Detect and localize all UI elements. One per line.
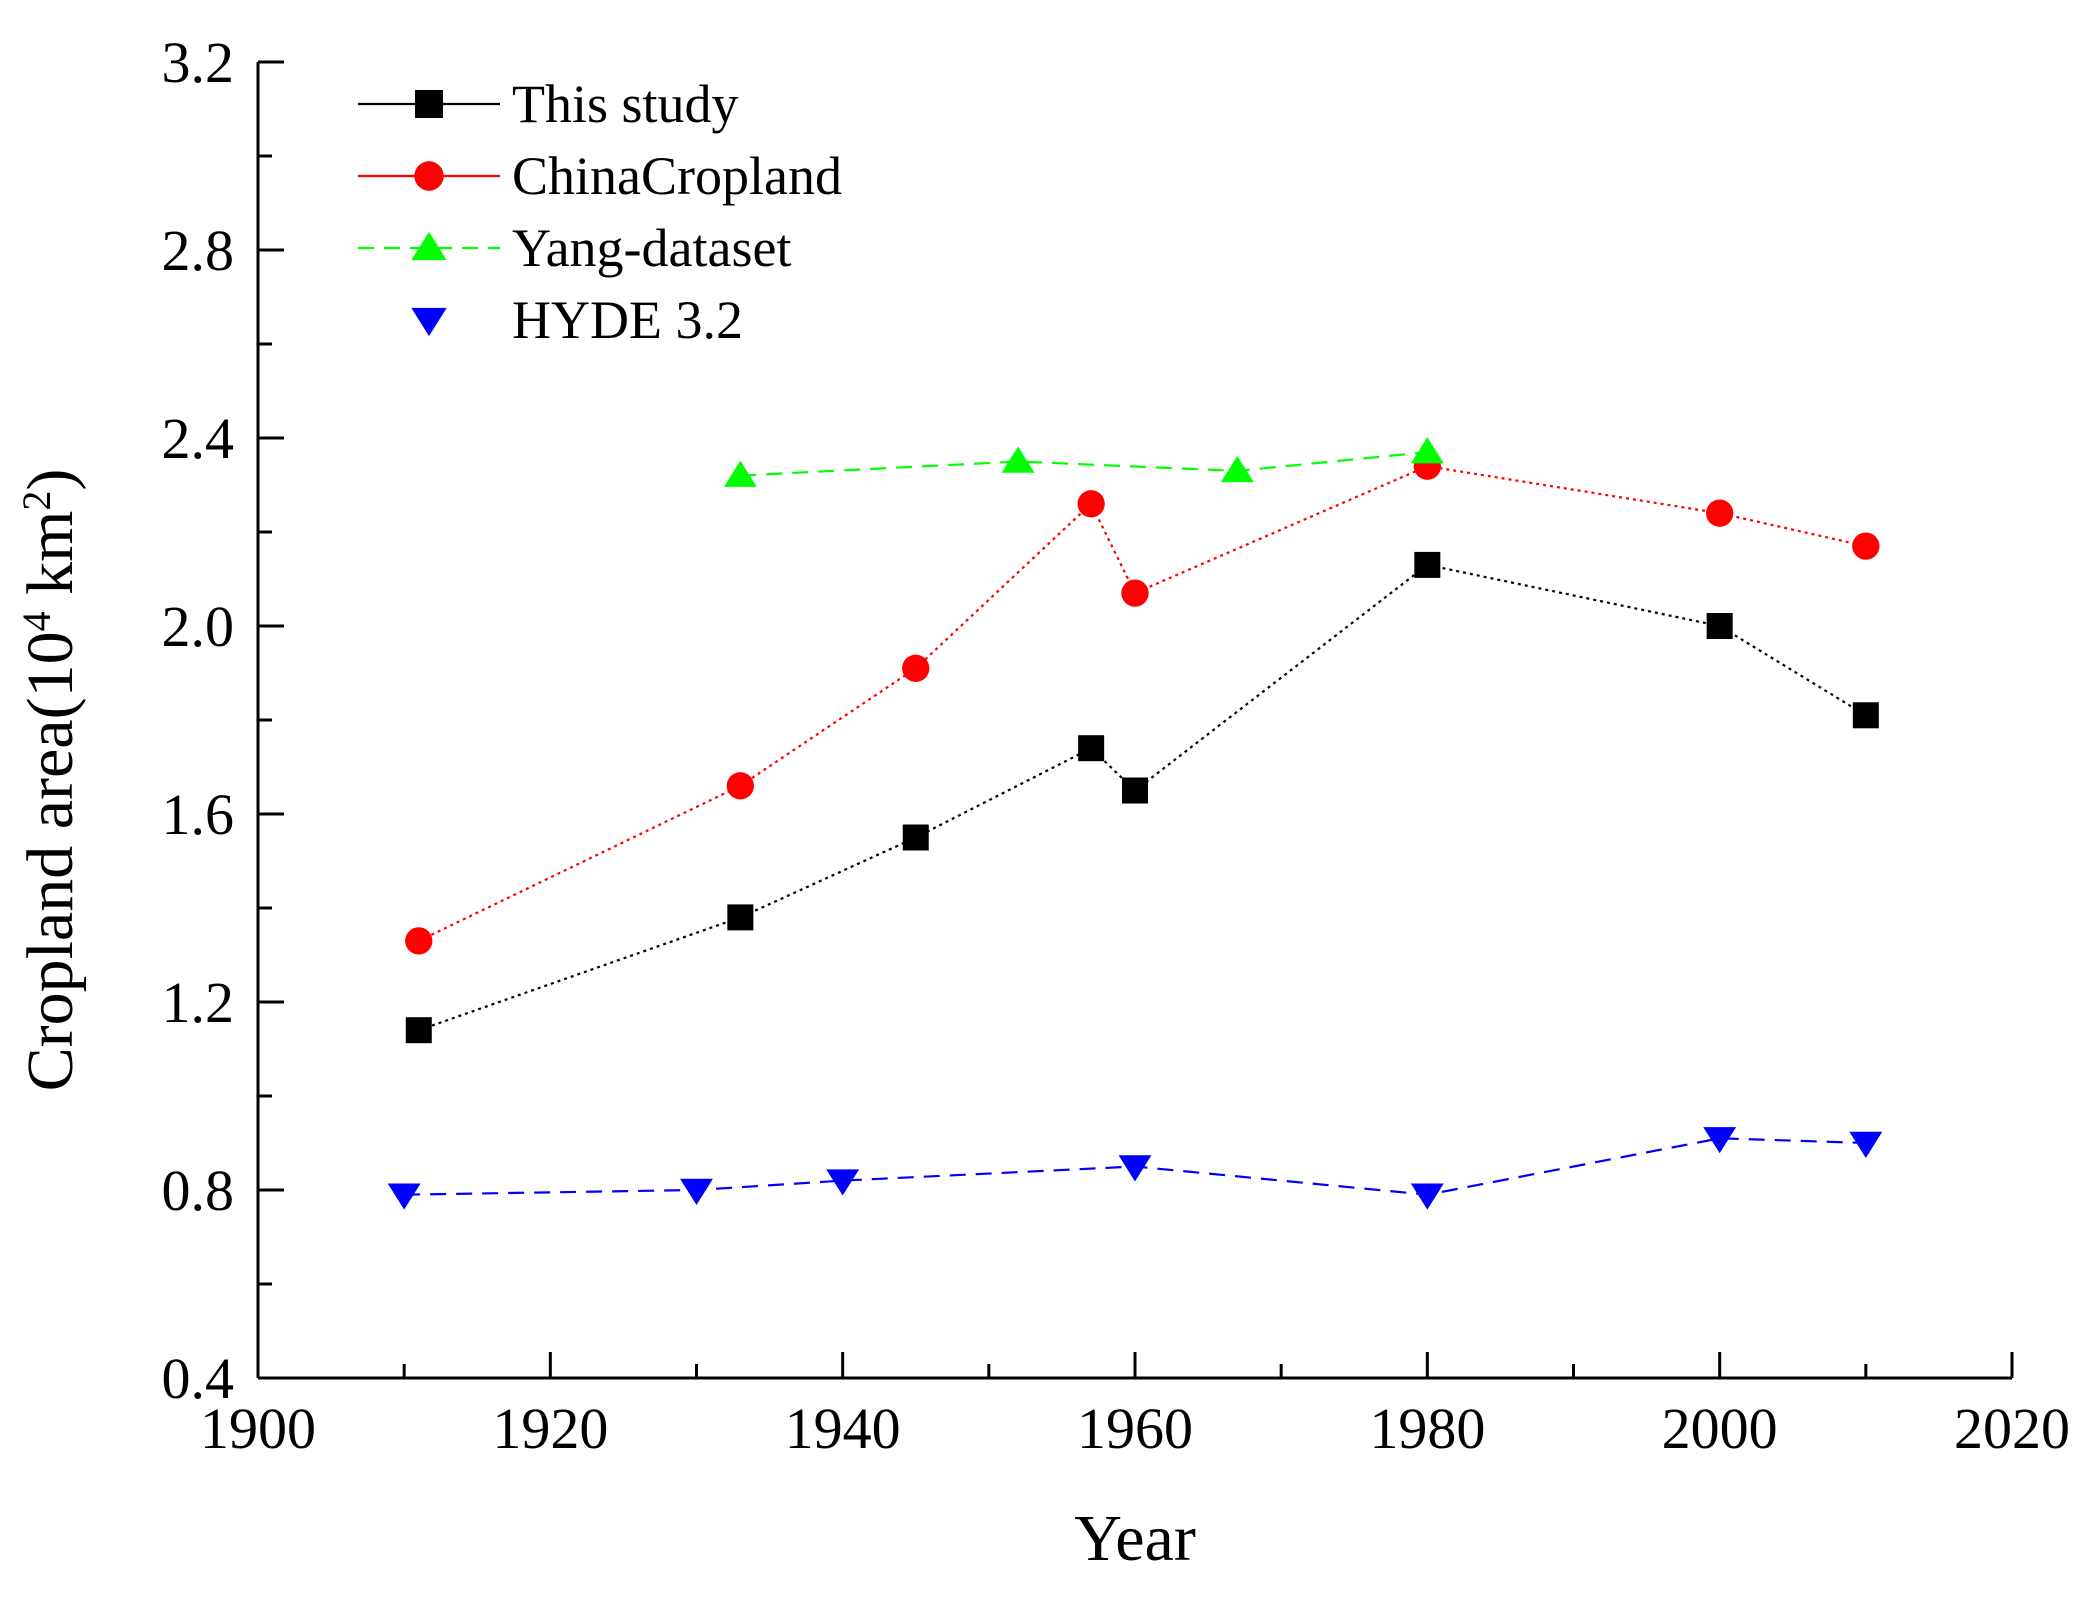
legend-label: This study (512, 74, 739, 134)
data-point (902, 824, 929, 851)
data-point (387, 1183, 421, 1210)
data-point (1118, 1155, 1152, 1182)
data-point (1078, 735, 1105, 762)
series-line (740, 451, 1428, 477)
data-point (1414, 551, 1441, 578)
series-hyde-3-2 (387, 1127, 1883, 1210)
series-this-study (405, 551, 1879, 1044)
x-tick-label: 2000 (1662, 1396, 1778, 1461)
data-point (1077, 490, 1105, 518)
data-point (826, 1169, 860, 1196)
data-point (1410, 1183, 1444, 1210)
data-point (1121, 579, 1149, 607)
y-axis-title-prefix: Cropland area(10 (14, 631, 87, 1091)
legend-item: ChinaCropland (358, 146, 842, 206)
legend-marker (414, 161, 444, 191)
y-tick-label: 2.0 (162, 594, 235, 659)
y-axis-title-middle: km (14, 511, 87, 612)
data-point (1122, 777, 1148, 804)
y-axis-title-exponent-1: 4 (14, 611, 59, 631)
data-point (1703, 1127, 1737, 1154)
series-line (418, 563, 1867, 1032)
data-point (680, 1178, 713, 1205)
data-point (1001, 446, 1035, 473)
data-point (723, 460, 757, 487)
legend-item: HYDE 3.2 (411, 290, 743, 350)
y-axis-title-suffix: ) (14, 469, 87, 491)
data-point (727, 904, 754, 931)
data-point (405, 927, 433, 955)
legend-marker (411, 307, 447, 337)
data-point (726, 772, 754, 800)
data-point (1706, 499, 1734, 527)
legend-item: Yang-dataset (358, 218, 791, 278)
data-point (1849, 1131, 1883, 1158)
series-chinacropland (405, 452, 1880, 955)
series-yang-dataset (723, 437, 1444, 487)
x-axis-title: Year (1074, 1502, 1196, 1575)
data-point (405, 1017, 432, 1044)
y-axis-title: Cropland area(104 km2) (14, 469, 88, 1092)
x-tick-label: 1920 (492, 1396, 608, 1461)
y-tick-label: 2.8 (162, 218, 235, 283)
x-tick-label: 1940 (785, 1396, 901, 1461)
legend-item: This study (358, 74, 739, 134)
y-tick-label: 1.2 (162, 970, 235, 1035)
x-tick-label: 1980 (1369, 1396, 1485, 1461)
legend-label: HYDE 3.2 (512, 290, 743, 350)
y-tick-label: 3.2 (162, 30, 235, 95)
x-tick-label: 2020 (1954, 1396, 2070, 1461)
y-tick-label: 2.4 (162, 406, 235, 471)
axes: 1900 1920 1940 1960 1980 2000 2020 0.4 0.8 1.2 1.6… (162, 30, 2071, 1461)
legend-label: ChinaCropland (512, 146, 842, 206)
data-point (1220, 455, 1254, 483)
legend-label: Yang-dataset (512, 218, 791, 278)
y-tick-label: 0.4 (162, 1346, 235, 1411)
series-line (418, 465, 1867, 942)
data-series (387, 437, 1883, 1210)
data-point (1852, 702, 1879, 729)
data-point (902, 654, 930, 682)
y-axis-title-exponent-2: 2 (14, 491, 59, 511)
x-tick-label: 1900 (200, 1396, 316, 1461)
data-point (1852, 532, 1880, 560)
x-tick-label: 1960 (1077, 1396, 1193, 1461)
legend-marker (415, 90, 443, 118)
y-tick-label: 1.6 (162, 782, 235, 847)
data-point (1410, 437, 1444, 464)
data-point (1706, 613, 1733, 639)
legend-marker (411, 231, 447, 261)
y-tick-label: 0.8 (162, 1158, 235, 1223)
legend: This study ChinaCropland Yang-dataset HYDE … (358, 74, 842, 350)
